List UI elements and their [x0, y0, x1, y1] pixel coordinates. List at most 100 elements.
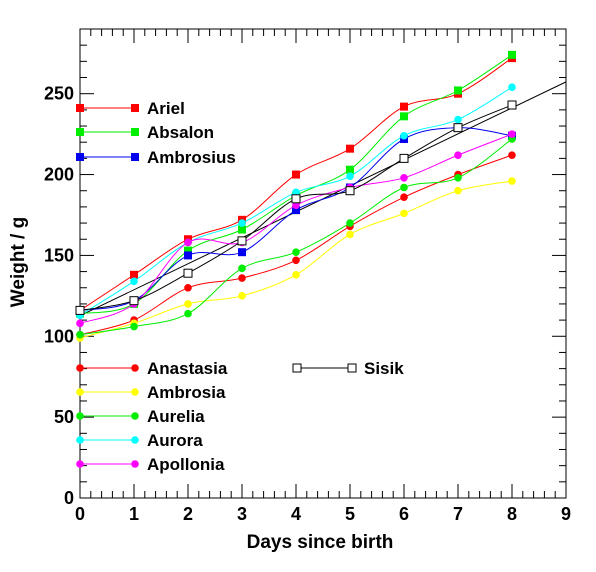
data-point-ambrosia	[400, 209, 408, 218]
y-axis-tick-labels: 0 50 100 150 200 250	[44, 84, 74, 508]
data-point-ambrosia	[346, 230, 354, 239]
x-tick-label: 4	[291, 504, 301, 524]
legend-marker	[131, 128, 139, 136]
data-point-apollonia	[76, 319, 84, 328]
x-tick-label: 3	[237, 504, 247, 524]
data-point-anastasia	[400, 193, 408, 201]
legend-marker	[76, 412, 84, 420]
data-point-sisik	[183, 268, 193, 278]
y-axis-label: Weight / g	[8, 217, 29, 307]
legend-label: Ambrosius	[147, 148, 236, 167]
legend-entry-aurora: Aurora	[76, 431, 203, 450]
x-axis-tick-labels: 0 1 2 3 4 5 6 7 8 9	[75, 504, 571, 524]
x-tick-label: 5	[345, 504, 355, 524]
data-point-aurelia	[454, 173, 462, 182]
data-point-sisik	[453, 123, 463, 133]
legend-label: Aurora	[147, 431, 203, 450]
data-point-aurelia	[292, 248, 300, 256]
data-point-aurelia	[238, 264, 246, 273]
data-point-anastasia	[238, 274, 246, 282]
legend-marker	[347, 363, 357, 373]
data-point-sisik	[507, 100, 517, 110]
series-line-anastasia	[79, 154, 513, 336]
data-point-ambrosius	[238, 248, 246, 257]
data-point-absalon	[184, 246, 192, 255]
data-point-absalon	[346, 165, 354, 174]
series-sisik	[75, 100, 517, 315]
data-point-apollonia	[508, 130, 516, 138]
data-point-ambrosia	[184, 300, 192, 308]
data-point-sisik	[75, 305, 85, 315]
legend-label: Ambrosia	[147, 383, 226, 402]
data-point-anastasia	[292, 256, 300, 265]
data-point-aurora	[130, 277, 138, 286]
y-tick-label: 50	[54, 407, 74, 427]
legend-marker	[76, 436, 84, 444]
data-point-ambrosia	[508, 177, 516, 185]
data-point-aurelia	[130, 322, 138, 331]
legend-marker	[76, 364, 84, 372]
data-point-ambrosia	[454, 186, 462, 195]
data-point-ambrosius	[184, 251, 192, 260]
legend-entry-absalon: Absalon	[76, 123, 214, 142]
data-point-ambrosia	[238, 292, 246, 300]
legend-entry-ariel: Ariel	[76, 99, 185, 118]
data-point-aurelia	[184, 309, 192, 318]
data-point-aurelia	[76, 330, 84, 339]
data-point-ambrosius	[292, 206, 300, 215]
data-point-anastasia	[184, 283, 192, 292]
data-point-aurora	[508, 83, 516, 92]
legend-label: Aurelia	[147, 407, 205, 426]
data-point-aurora	[238, 219, 246, 227]
x-tick-label: 6	[399, 504, 409, 524]
y-tick-label: 200	[44, 165, 74, 185]
series-line-apollonia	[79, 133, 513, 324]
series-anastasia	[76, 151, 516, 339]
y-tick-label: 100	[44, 326, 74, 346]
legend-entry-ambrosius: Ambrosius	[76, 148, 236, 167]
data-point-apollonia	[400, 173, 408, 182]
y-tick-label: 150	[44, 245, 74, 265]
legend-marker	[76, 388, 84, 396]
legend-entry-ambrosia: Ambrosia	[76, 383, 226, 402]
legend-marker	[76, 460, 84, 468]
legend-marker	[131, 364, 139, 372]
legend-marker	[76, 153, 84, 161]
legend-marker	[131, 460, 139, 468]
x-tick-label: 9	[561, 504, 571, 524]
x-tick-label: 2	[183, 504, 193, 524]
data-point-sisik	[291, 194, 301, 204]
legend-marker	[131, 412, 139, 420]
data-point-aurelia	[400, 183, 408, 192]
data-point-absalon	[400, 112, 408, 121]
data-point-aurora	[346, 172, 354, 180]
x-tick-label: 0	[75, 504, 85, 524]
data-point-anastasia	[508, 151, 516, 159]
series-aurelia	[76, 135, 516, 339]
legend-entry-sisik: Sisik	[292, 359, 404, 378]
data-point-aurora	[292, 188, 300, 197]
data-point-absalon	[508, 50, 516, 59]
x-axis-label: Days since birth	[247, 532, 394, 553]
data-point-apollonia	[454, 151, 462, 159]
data-point-absalon	[454, 86, 462, 95]
legend-label: Apollonia	[147, 455, 225, 474]
data-point-ariel	[400, 102, 408, 111]
data-point-sisik	[345, 186, 355, 196]
data-point-aurelia	[346, 219, 354, 227]
x-tick-label: 1	[129, 504, 139, 524]
y-tick-label: 250	[44, 84, 74, 104]
data-point-ambrosia	[292, 271, 300, 279]
series-line-aurelia	[79, 138, 513, 336]
data-point-apollonia	[184, 238, 192, 247]
data-point-ariel	[130, 270, 138, 279]
plot-frame	[79, 28, 567, 499]
legend-label: Absalon	[147, 123, 214, 142]
series-lines	[75, 50, 517, 342]
legend-marker	[76, 128, 84, 136]
legend-entry-anastasia: Anastasia	[76, 359, 228, 378]
data-point-aurora	[400, 131, 408, 140]
legend-entry-aurelia: Aurelia	[76, 407, 205, 426]
legend-marker	[131, 104, 139, 112]
legend-entry-apollonia: Apollonia	[76, 455, 225, 474]
